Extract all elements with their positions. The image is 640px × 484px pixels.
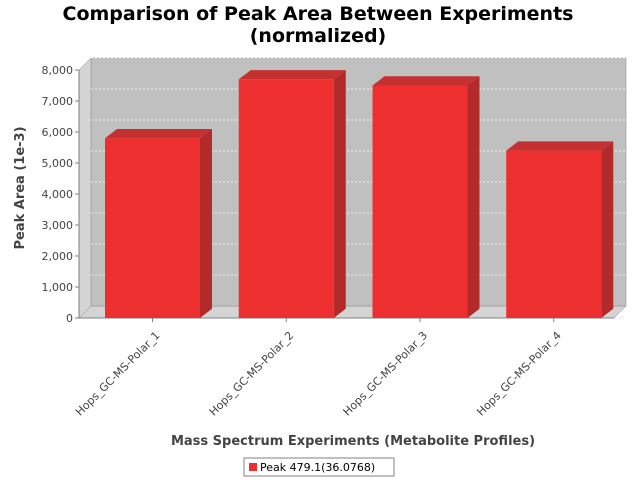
bar: [506, 150, 602, 318]
plot-side-wall: [78, 57, 92, 319]
y-tick-label: 5,000: [42, 157, 74, 170]
bar-top: [105, 128, 212, 139]
bar-top: [238, 70, 346, 80]
chart-title-line2: (normalized): [250, 25, 387, 47]
legend-box: [243, 457, 395, 477]
y-tick-label: 4,000: [42, 188, 74, 201]
y-tick-label: 0: [66, 312, 73, 325]
x-tick-label: Hops_GC-MS-Polar_3: [341, 329, 431, 419]
bar-side: [601, 141, 614, 318]
x-tick-label: Hops_GC-MS-Polar_4: [474, 329, 564, 419]
x-axis-label: Mass Spectrum Experiments (Metabolite Pr…: [171, 434, 535, 449]
legend-swatch: [249, 463, 257, 471]
y-tick-label: 2,000: [42, 250, 74, 263]
legend-label: Peak 479.1(36.0768): [260, 461, 375, 474]
plot-area: 0 1,000 2,000 3,000 4,000 5,000 6,000 7,000 8,00…: [42, 57, 627, 419]
bar-top: [372, 76, 480, 86]
y-axis-label: Peak Area (1e-3): [13, 126, 28, 249]
x-tick-label: Hops_GC-MS-Polar_2: [207, 329, 297, 419]
y-tick-label: 6,000: [42, 126, 74, 139]
y-tick-label: 3,000: [42, 219, 74, 232]
bar: [372, 85, 468, 318]
y-tick-label: 1,000: [42, 281, 74, 294]
y-tick-label: 8,000: [42, 64, 74, 77]
legend: Peak 479.1(36.0768): [243, 457, 395, 477]
bar-top: [506, 141, 614, 151]
chart-title-line1: Comparison of Peak Area Between Experime…: [63, 3, 574, 25]
bar: [105, 138, 200, 318]
y-tick-label: 7,000: [42, 95, 74, 108]
bar-side: [200, 128, 212, 318]
bar-side: [467, 76, 480, 319]
bar-side: [333, 70, 346, 318]
bar: [238, 79, 334, 318]
x-tick-label: Hops_GC-MS-Polar_1: [73, 329, 163, 419]
